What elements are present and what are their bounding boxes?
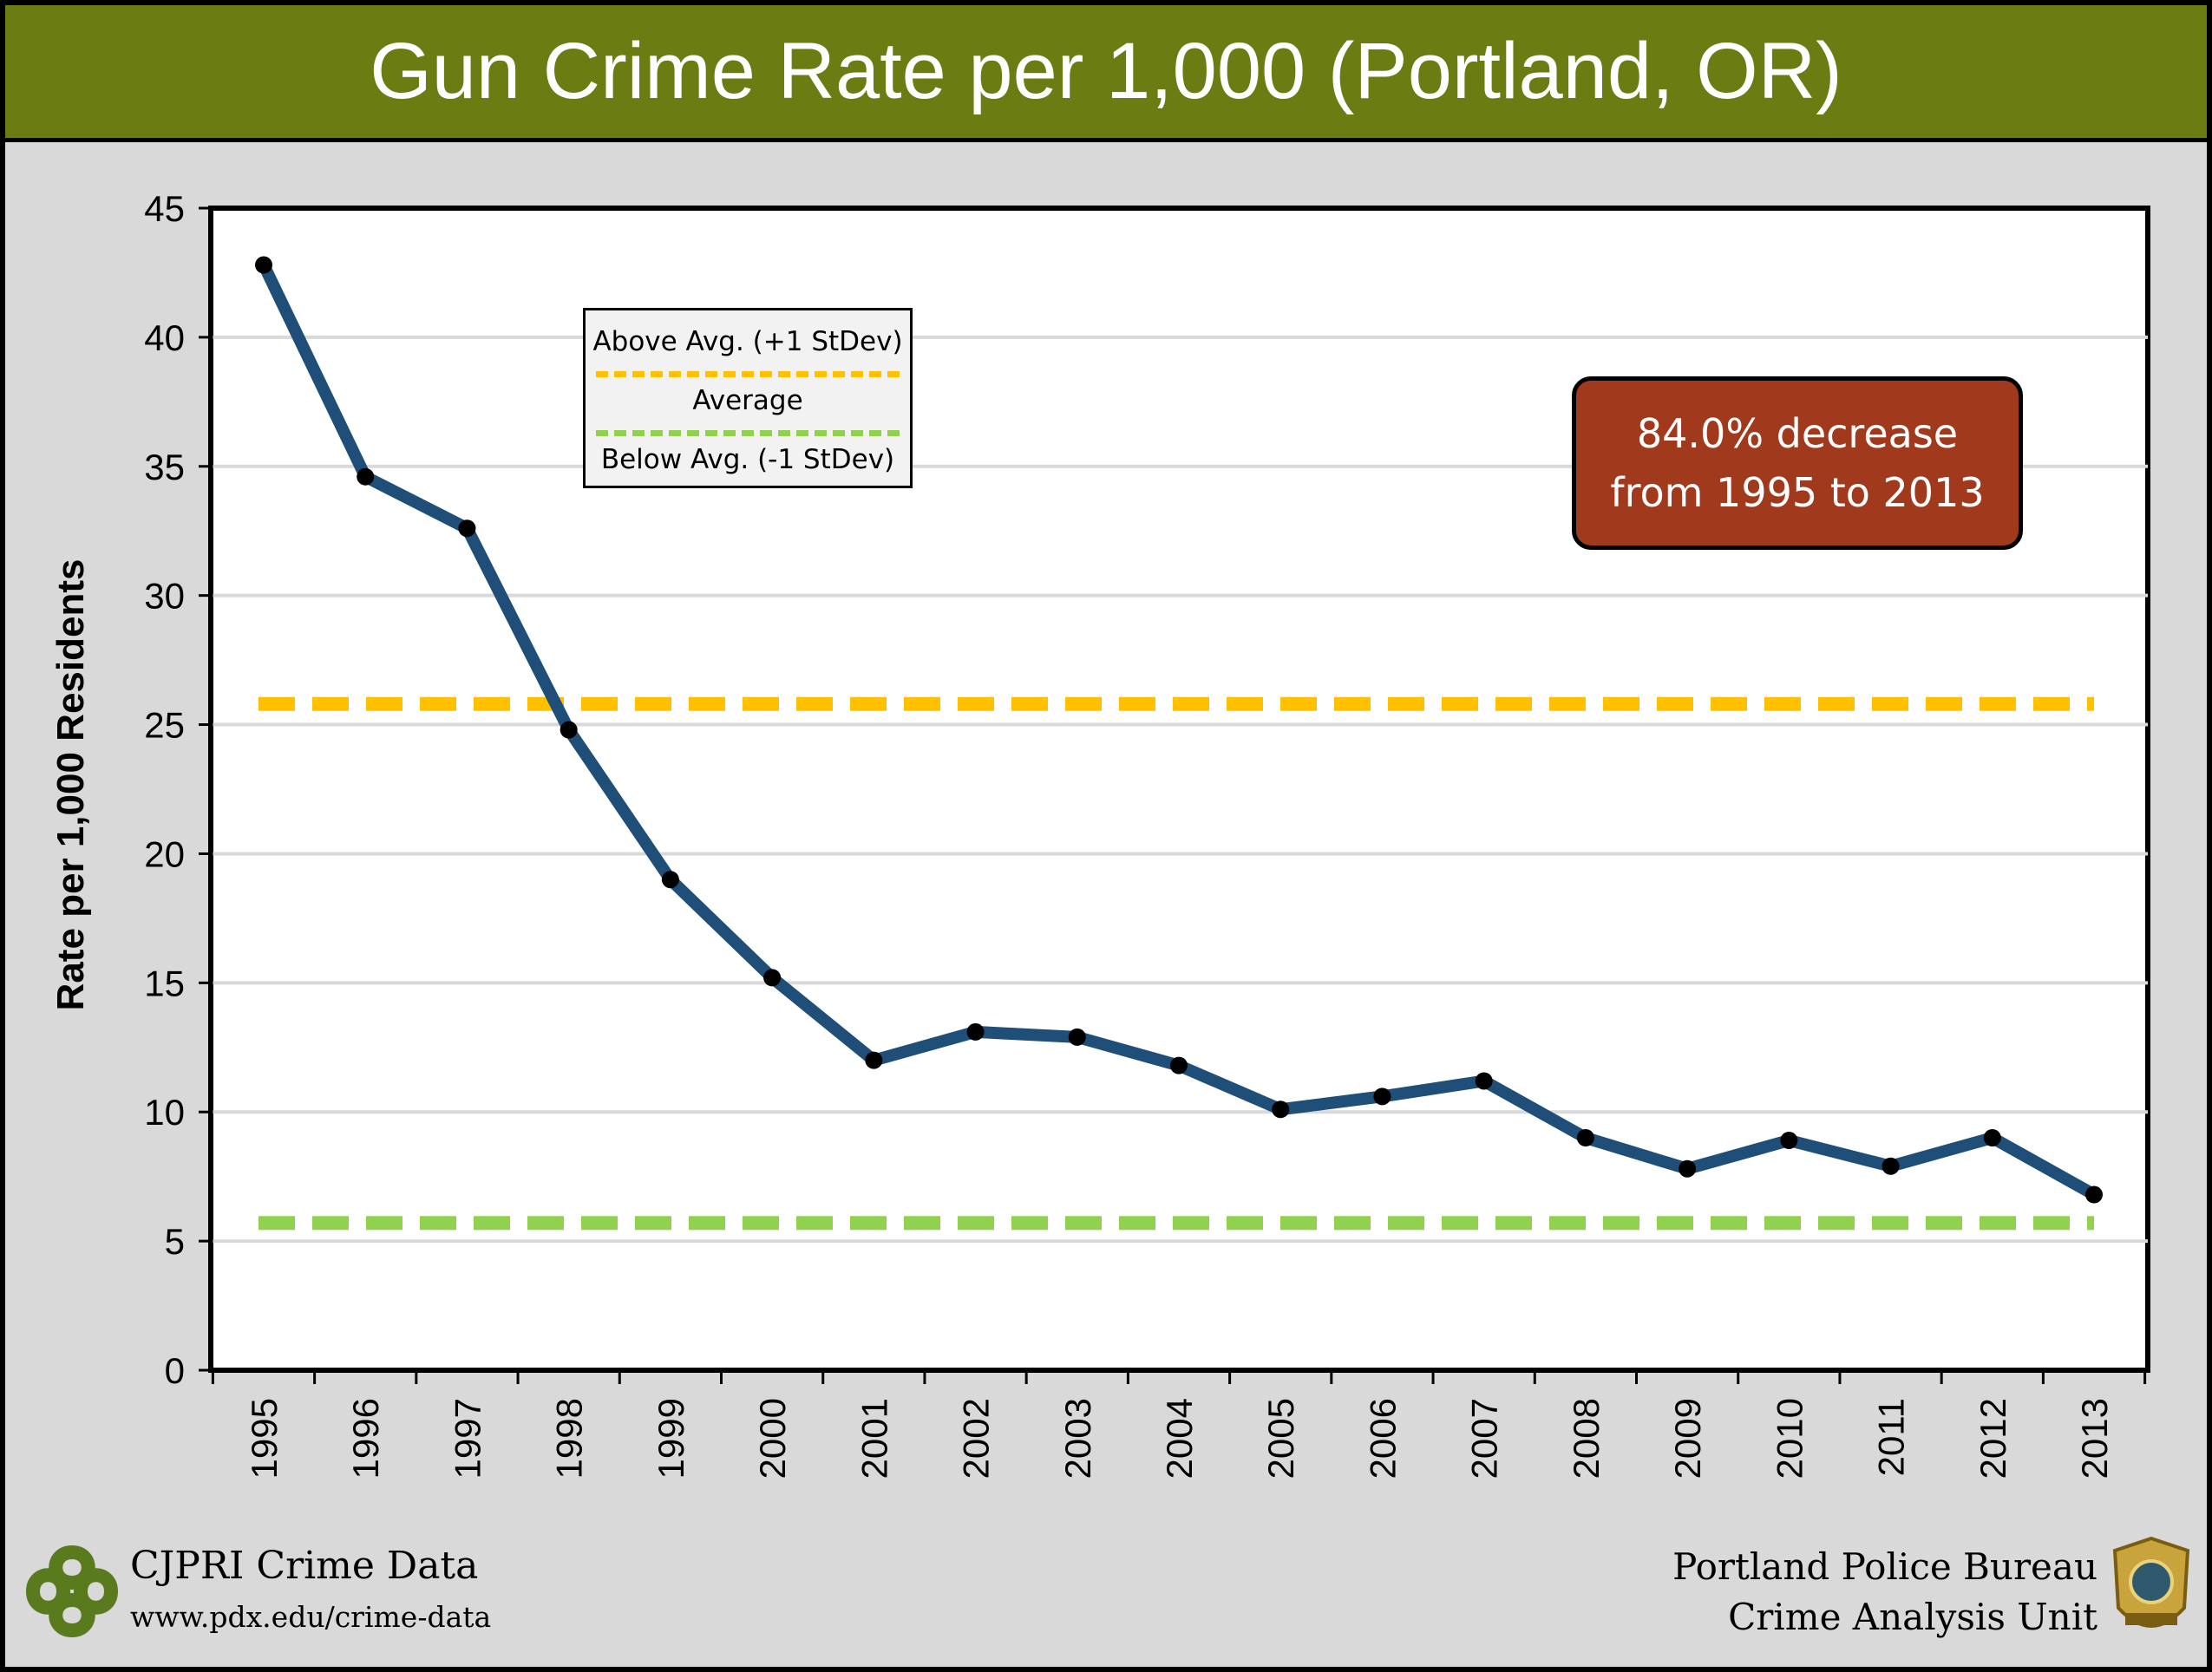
data-point [1983, 1129, 2001, 1146]
data-point [1679, 1159, 1697, 1178]
data-point [1475, 1072, 1493, 1090]
axes [199, 206, 2148, 1384]
y-tick-label: 40 [144, 317, 185, 358]
x-tick-label: 2010 [1769, 1398, 1810, 1479]
x-tick-label: 1996 [345, 1398, 386, 1479]
x-tick-label: 2002 [956, 1398, 997, 1479]
legend-above-label: Above Avg. (+1 StDev) [592, 326, 903, 357]
legend: Above Avg. (+1 StDev) Average Below Avg.… [583, 308, 913, 488]
y-tick-label: 35 [144, 447, 185, 487]
footer-url[interactable]: www.pdx.edu/crime-data [130, 1600, 492, 1634]
y-tick-label: 5 [165, 1221, 185, 1262]
data-point [560, 721, 578, 739]
x-tick-label: 2008 [1566, 1398, 1607, 1479]
x-tick-label: 2012 [1973, 1398, 2013, 1479]
x-tick-label: 2000 [752, 1398, 793, 1479]
footer-org: CJPRI Crime Data [130, 1544, 479, 1588]
x-tick-labels: 1995 1996 1997 1998 1999 2000 2001 2002 2003 2004… [244, 1398, 2115, 1479]
y-tick-label: 0 [165, 1350, 185, 1391]
x-tick-label: 2009 [1667, 1398, 1708, 1479]
data-point [1373, 1087, 1391, 1106]
y-tick-label: 10 [144, 1092, 185, 1133]
legend-below-line [596, 430, 900, 436]
x-tick-label: 2006 [1362, 1398, 1403, 1479]
y-tick-label: 30 [144, 576, 185, 617]
x-tick-label: 1998 [549, 1398, 590, 1479]
y-tick-label: 20 [144, 833, 185, 874]
x-tick-label: 2005 [1260, 1398, 1301, 1479]
data-point [2085, 1185, 2103, 1204]
x-tick-label: 1995 [244, 1398, 285, 1479]
data-point [255, 256, 272, 274]
y-tick-label: 25 [144, 705, 185, 746]
footer-unit: Crime Analysis Unit [1728, 1596, 2097, 1638]
reference-lines [259, 696, 2094, 1231]
footer-bureau: Portland Police Bureau [1672, 1545, 2097, 1588]
callout-line-2: from 1995 to 2013 [1610, 469, 1985, 516]
data-point [357, 467, 375, 486]
cjpri-logo-icon [26, 1545, 119, 1638]
x-tick-label: 2003 [1057, 1398, 1098, 1479]
callout-line-1: 84.0% decrease [1636, 410, 1959, 457]
chart-title: Gun Crime Rate per 1,000 (Portland, OR) [370, 27, 1842, 115]
data-point [661, 871, 679, 889]
legend-below-label: Below Avg. (-1 StDev) [600, 444, 895, 475]
x-tick-label: 2001 [854, 1398, 894, 1479]
y-tick-labels: 0 5 10 15 20 25 30 35 40 45 [144, 188, 185, 1391]
y-tick-label: 15 [144, 963, 185, 1003]
data-point [1170, 1056, 1188, 1074]
legend-above-line [596, 371, 900, 377]
title-bar: Gun Crime Rate per 1,000 (Portland, OR) [5, 5, 2207, 142]
x-tick-label: 2013 [2074, 1398, 2115, 1479]
data-point [1780, 1131, 1798, 1149]
data-point [865, 1051, 883, 1069]
data-point [1068, 1028, 1086, 1046]
decrease-callout: 84.0% decrease from 1995 to 2013 [1572, 376, 2023, 550]
x-tick-label: 1999 [651, 1398, 691, 1479]
x-tick-label: 1997 [447, 1398, 488, 1479]
data-point [1882, 1157, 1900, 1175]
x-tick-label: 2007 [1464, 1398, 1505, 1479]
footer-left: CJPRI Crime Data www.pdx.edu/crime-data [130, 1544, 491, 1634]
data-point [458, 519, 476, 538]
y-axis-label: Rate per 1,000 Residents [49, 559, 92, 1011]
data-point [966, 1022, 985, 1041]
legend-average-label: Average [692, 385, 803, 416]
data-point [1272, 1101, 1290, 1119]
data-point [763, 969, 782, 987]
data-point [1576, 1129, 1594, 1146]
x-tick-label: 2004 [1159, 1398, 1200, 1479]
x-tick-label: 2011 [1871, 1398, 1912, 1476]
police-badge-icon [2112, 1536, 2190, 1628]
y-tick-label: 45 [144, 188, 185, 229]
footer-right: Portland Police Bureau Crime Analysis Un… [1672, 1542, 2097, 1643]
series-group [255, 256, 2103, 1204]
